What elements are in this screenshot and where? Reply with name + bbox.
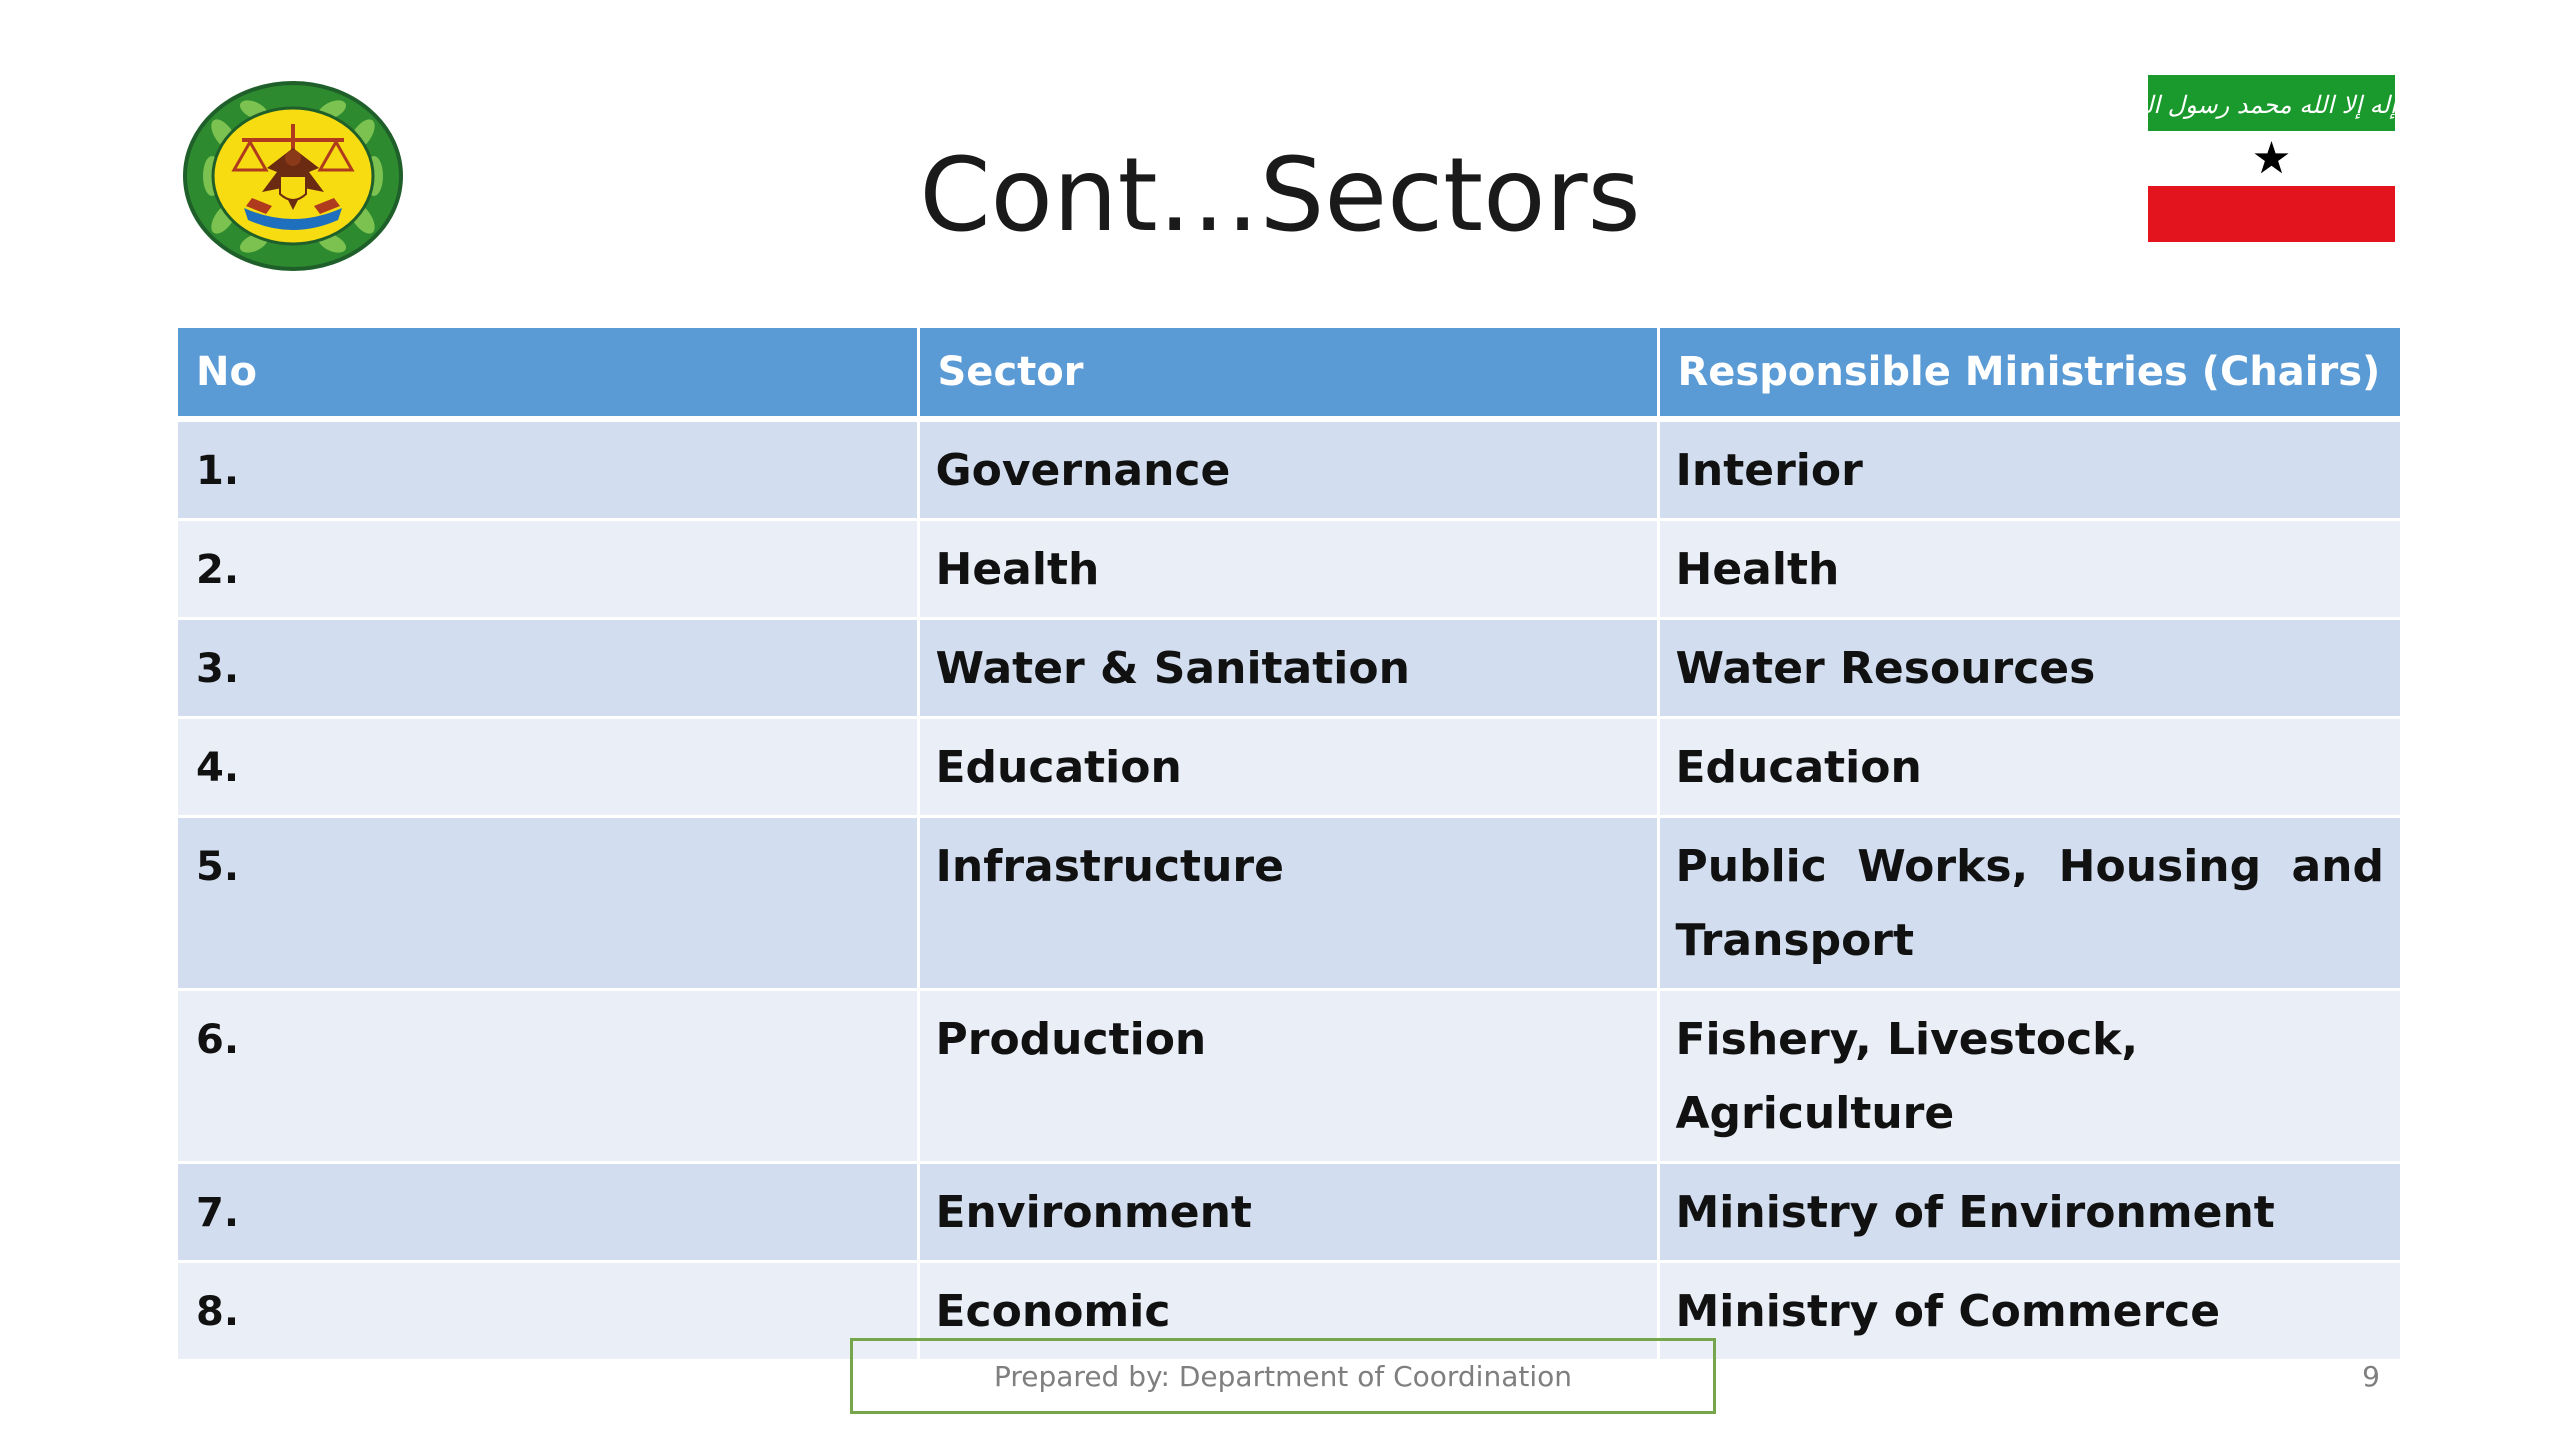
page-number: 9 [2362, 1360, 2380, 1393]
sectors-table: No Sector Responsible Ministries (Chairs… [178, 328, 2400, 1362]
flag-icon: لا إله إلا الله محمد رسول الله [2148, 75, 2395, 242]
column-header-ministries: Responsible Ministries (Chairs) [1658, 328, 2400, 422]
table-row: 6. Production Fishery, Livestock, Agricu… [178, 989, 2400, 1164]
footer-text: Prepared by: Department of Coordination [850, 1338, 1716, 1414]
cell-sector: Environment [918, 1162, 1660, 1263]
slide-title: Cont…Sectors [919, 136, 1641, 255]
cell-sector: Health [918, 519, 1660, 620]
column-header-no: No [178, 328, 920, 422]
cell-sector: Production [918, 989, 1660, 1164]
cell-sector: Economic [918, 1261, 1660, 1362]
table-row: 5. Infrastructure Public Works, Housing … [178, 816, 2400, 991]
cell-sector: Education [918, 717, 1660, 818]
cell-no: 1. [178, 419, 920, 521]
table-row: 7. Environment Ministry of Environment [178, 1162, 2400, 1263]
cell-no: 6. [178, 989, 920, 1164]
cell-ministry: Fishery, Livestock, Agriculture [1658, 989, 2400, 1164]
cell-sector: Infrastructure [918, 816, 1660, 991]
cell-no: 7. [178, 1162, 920, 1263]
table-row: 3. Water & Sanitation Water Resources [178, 618, 2400, 719]
cell-ministry: Ministry of Environment [1658, 1162, 2400, 1263]
flag-inscription: لا إله إلا الله محمد رسول الله [2148, 91, 2395, 119]
table-row: 4. Education Education [178, 717, 2400, 818]
cell-sector: Governance [918, 419, 1660, 521]
cell-ministry: Education [1658, 717, 2400, 818]
coat-of-arms-icon [183, 81, 403, 271]
table-header-row: No Sector Responsible Ministries (Chairs… [178, 328, 2400, 422]
cell-ministry: Interior [1658, 419, 2400, 521]
cell-ministry: Health [1658, 519, 2400, 620]
column-header-sector: Sector [918, 328, 1660, 422]
cell-no: 3. [178, 618, 920, 719]
cell-no: 8. [178, 1261, 920, 1362]
table-row: 8. Economic Ministry of Commerce [178, 1261, 2400, 1362]
table-row: 1. Governance Interior [178, 419, 2400, 521]
cell-ministry: Public Works, Housing and Transport [1658, 816, 2400, 991]
sectors-table-container: No Sector Responsible Ministries (Chairs… [178, 328, 2400, 1362]
cell-ministry: Water Resources [1658, 618, 2400, 719]
cell-ministry: Ministry of Commerce [1658, 1261, 2400, 1362]
star-icon [2254, 141, 2289, 174]
cell-sector: Water & Sanitation [918, 618, 1660, 719]
cell-no: 4. [178, 717, 920, 818]
table-row: 2. Health Health [178, 519, 2400, 620]
cell-no: 2. [178, 519, 920, 620]
cell-no: 5. [178, 816, 920, 991]
